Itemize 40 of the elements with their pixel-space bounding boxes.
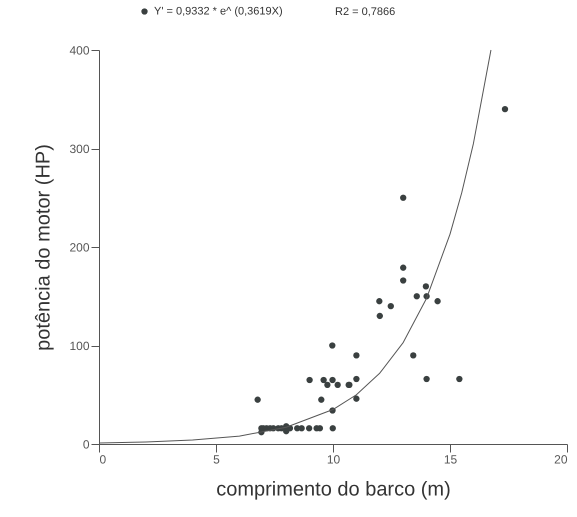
point (318, 396, 324, 403)
point (456, 376, 463, 382)
point (334, 382, 341, 388)
point (400, 277, 406, 284)
point (400, 264, 406, 271)
point (376, 312, 383, 320)
point (410, 352, 416, 359)
point (353, 376, 360, 382)
point (388, 302, 394, 310)
point (353, 396, 360, 402)
y-tick-label: 200 (69, 240, 90, 254)
y-tick-label: 100 (69, 339, 90, 353)
point (353, 352, 360, 359)
x-axis-title: comprimento do barco (m) (216, 478, 451, 500)
y-axis-title: potência do motor (HP) (32, 144, 54, 351)
point (422, 283, 430, 290)
point (414, 293, 420, 300)
text: R2 = 0,7866 (335, 6, 396, 18)
x-tick-label: 0 (100, 452, 106, 466)
y-tick-label: 0 (82, 438, 90, 452)
point (423, 376, 430, 382)
point (324, 382, 331, 388)
x-tick-label: 10 (326, 452, 340, 466)
point (306, 425, 312, 432)
point (434, 298, 441, 304)
point (330, 425, 336, 432)
y-tick-label: 400 (69, 44, 90, 58)
point (320, 376, 327, 384)
point (254, 396, 261, 403)
legend-label: Y' = 0,9332 * e^ (0,3619X) (154, 6, 283, 18)
point (306, 376, 313, 384)
point (329, 376, 336, 384)
point (376, 298, 382, 304)
point (329, 342, 336, 349)
y-tick-label: 300 (69, 142, 90, 156)
point (502, 106, 508, 112)
x-tick-label: 20 (554, 452, 568, 466)
point (400, 194, 406, 201)
x-tick-label: 5 (213, 452, 220, 466)
x-tick-label: 15 (444, 452, 458, 466)
